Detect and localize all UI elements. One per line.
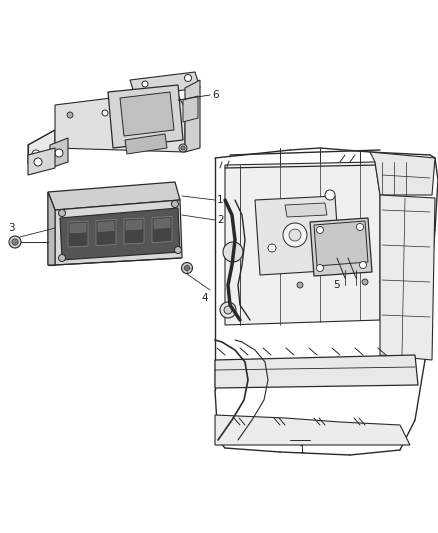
- Circle shape: [317, 227, 324, 233]
- Circle shape: [12, 239, 18, 245]
- Circle shape: [325, 190, 335, 200]
- Polygon shape: [70, 223, 86, 233]
- Text: 1: 1: [217, 195, 224, 205]
- Circle shape: [283, 223, 307, 247]
- Polygon shape: [28, 130, 55, 163]
- Circle shape: [181, 146, 185, 150]
- Circle shape: [181, 262, 192, 273]
- Circle shape: [172, 200, 179, 207]
- Circle shape: [289, 229, 301, 241]
- Circle shape: [9, 236, 21, 248]
- Circle shape: [297, 282, 303, 288]
- Polygon shape: [120, 92, 174, 136]
- Circle shape: [67, 112, 73, 118]
- Circle shape: [142, 81, 148, 87]
- Polygon shape: [55, 90, 185, 152]
- Circle shape: [317, 264, 324, 271]
- Circle shape: [223, 242, 243, 262]
- Polygon shape: [225, 162, 380, 325]
- Circle shape: [220, 302, 236, 318]
- Polygon shape: [255, 196, 340, 275]
- Polygon shape: [370, 152, 435, 195]
- Circle shape: [137, 107, 143, 113]
- Polygon shape: [126, 220, 142, 230]
- Circle shape: [360, 262, 367, 269]
- Polygon shape: [68, 221, 88, 247]
- Polygon shape: [55, 200, 182, 265]
- Text: 5: 5: [333, 280, 339, 290]
- Polygon shape: [314, 221, 368, 266]
- Polygon shape: [108, 85, 183, 148]
- Text: 4: 4: [201, 293, 208, 303]
- Polygon shape: [60, 208, 180, 260]
- Circle shape: [184, 75, 191, 82]
- Polygon shape: [215, 355, 418, 388]
- Polygon shape: [154, 219, 170, 229]
- Polygon shape: [98, 222, 114, 231]
- Circle shape: [59, 254, 66, 262]
- Circle shape: [174, 246, 181, 254]
- Circle shape: [268, 244, 276, 252]
- Circle shape: [362, 279, 368, 285]
- Polygon shape: [28, 148, 55, 175]
- Polygon shape: [285, 203, 327, 217]
- Polygon shape: [125, 134, 167, 154]
- Circle shape: [357, 223, 364, 230]
- Circle shape: [34, 158, 42, 166]
- Polygon shape: [183, 96, 198, 122]
- Polygon shape: [96, 220, 116, 246]
- Text: 6: 6: [212, 90, 219, 100]
- Text: 3: 3: [8, 223, 14, 233]
- Polygon shape: [130, 72, 200, 96]
- Polygon shape: [215, 415, 410, 445]
- Polygon shape: [50, 138, 68, 168]
- Circle shape: [59, 209, 66, 216]
- Circle shape: [102, 110, 108, 116]
- Circle shape: [184, 265, 190, 271]
- Polygon shape: [185, 80, 200, 152]
- Polygon shape: [380, 195, 435, 360]
- Circle shape: [55, 149, 63, 157]
- Text: 2: 2: [217, 215, 224, 225]
- Polygon shape: [48, 192, 55, 265]
- Polygon shape: [124, 218, 144, 244]
- Circle shape: [179, 144, 187, 152]
- Circle shape: [224, 306, 232, 314]
- Circle shape: [32, 150, 40, 158]
- Polygon shape: [152, 216, 172, 243]
- Polygon shape: [48, 182, 180, 210]
- Text: 1: 1: [299, 445, 305, 455]
- Polygon shape: [310, 218, 372, 276]
- Polygon shape: [48, 192, 55, 265]
